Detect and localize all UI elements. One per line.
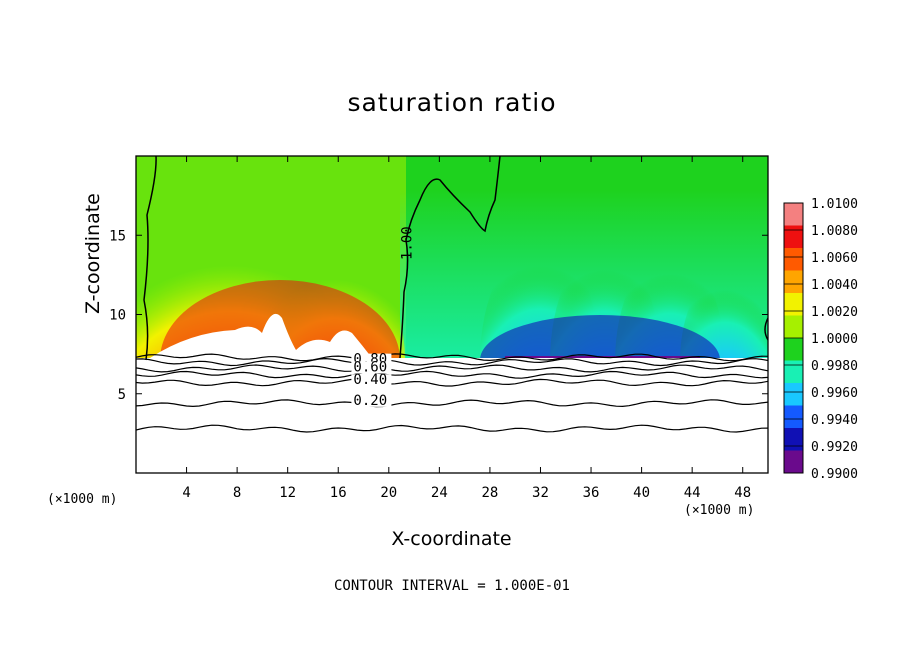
colorbar-label: 0.9920 [811,440,858,455]
colorbar-label: 1.0080 [811,224,858,239]
colorbar-segment [784,428,803,451]
colorbar-label: 1.0060 [811,251,858,266]
contour-interval-note: CONTOUR INTERVAL = 1.000E-01 [333,578,570,594]
colorbar-label: 1.0040 [811,278,858,293]
colorbar-segment [784,405,803,429]
y-axis-label: Z-coordinate [82,193,104,314]
contour-line [136,357,768,367]
contour-labels: 1.000.800.600.400.20 [351,226,416,409]
y-tick-label: 5 [118,387,126,403]
colorbar-segment [784,450,803,474]
colorbar-segment [784,360,803,384]
x-tick-label: 20 [380,485,397,501]
x-tick-label: 28 [481,485,498,501]
y-tick-label: 10 [109,308,126,324]
colorbar-segment [784,248,803,271]
contour-label: 0.40 [353,372,387,388]
x-tick-label: 40 [633,485,650,501]
x-tick-label: 48 [734,485,751,501]
colorbar-segment [784,383,803,406]
x-axis-label: X-coordinate [391,528,512,550]
contour-label-bg [351,374,392,387]
colorbar-segment [784,293,803,316]
x-tick-label: 4 [182,485,190,501]
contour-label: 1.00 [400,226,416,260]
colorbar-label: 0.9980 [811,359,858,374]
x-tick-label: 16 [330,485,347,501]
contour-label: 0.20 [353,393,387,409]
contour-lines [136,353,768,433]
contour-line [136,399,768,408]
contour-label-bg [351,394,392,407]
contour-1.00 [143,156,768,361]
chart-title: saturation ratio [347,88,557,117]
colorbar-segment [784,225,803,249]
contour-line [136,378,768,387]
y-axis: 5 10 15 [109,228,768,403]
x-unit-label-left: (×1000 m) [47,492,118,507]
contour-label-bg [351,361,392,374]
y-tick-label: 15 [109,228,126,244]
heatmap-field [136,156,768,473]
x-axis: 4 8 12 16 20 24 28 32 36 40 44 48 [182,156,751,501]
contour-label: 0.60 [353,360,387,376]
x-tick-label: 24 [431,485,448,501]
contour-line [136,370,768,379]
x-tick-label: 36 [583,485,600,501]
colorbar-label: 1.0100 [811,197,858,212]
colorbar-label: 1.0020 [811,305,858,320]
colorbar: 1.0100 1.0080 1.0060 1.0040 1.0020 1.0000 0.99… [783,197,858,482]
colorbar-label: 0.9940 [811,413,858,428]
x-unit-label-right: (×1000 m) [684,503,755,518]
colorbar-segment [784,338,803,361]
colorbar-segment [784,315,803,339]
x-tick-label: 44 [684,485,701,501]
contour-line [136,353,768,362]
x-tick-label: 32 [532,485,549,501]
colorbar-segment [784,270,803,294]
colorbar-label: 1.0000 [811,332,858,347]
x-tick-label: 12 [279,485,296,501]
colorbar-label: 0.9900 [811,467,858,482]
contour-line [136,424,768,433]
colorbar-label: 0.9960 [811,386,858,401]
colorbar-segment [784,203,803,226]
x-tick-label: 8 [233,485,241,501]
contour-line [136,364,768,373]
